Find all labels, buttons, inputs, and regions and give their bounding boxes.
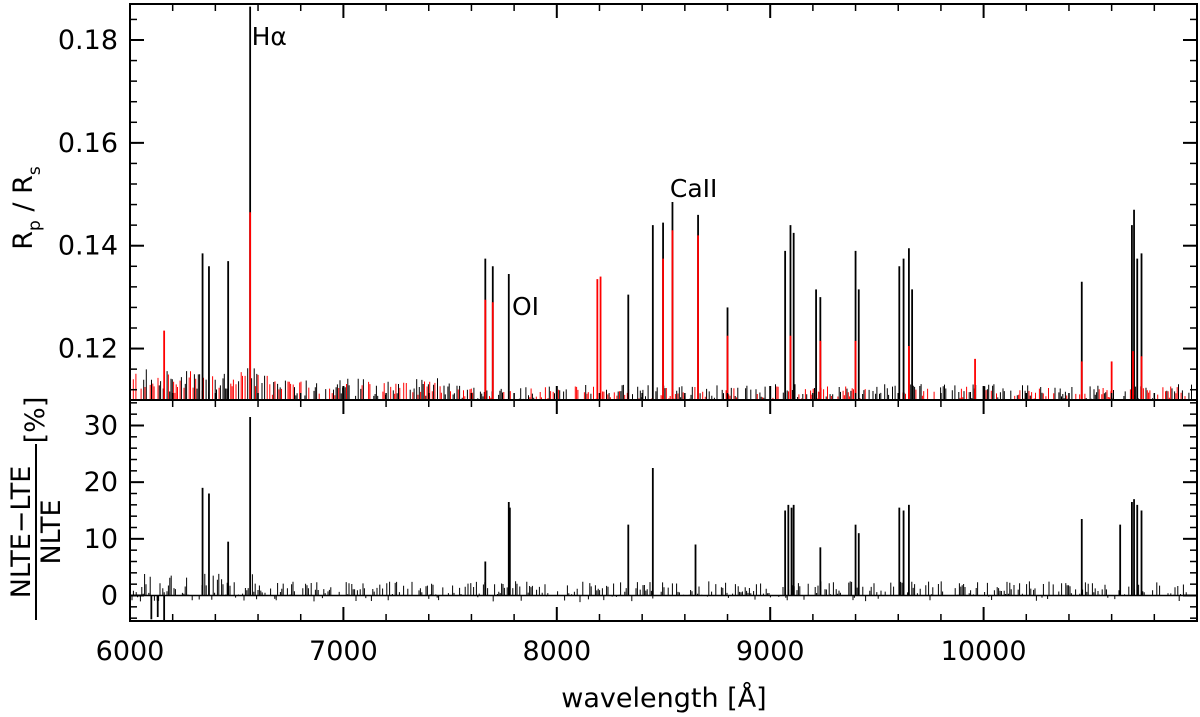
y-tick-label: 0.16 bbox=[58, 128, 118, 159]
x-tick-label: 7000 bbox=[309, 636, 378, 667]
y-tick-label: 0.12 bbox=[58, 334, 118, 365]
bottom-panel-axes: 0 10 20 30 6000 7000 8000 9000 10000 bbox=[84, 399, 1198, 667]
y-tick-label: 0 bbox=[101, 581, 118, 612]
bottom-panel-noise bbox=[130, 573, 1197, 603]
top-panel: 0.12 0.14 0.16 0.18 Hα CaII OI bbox=[58, 3, 1198, 401]
bottom-plot-frame bbox=[129, 399, 1198, 622]
x-axis-title: wavelength [Å] bbox=[561, 682, 766, 714]
line-label: CaII bbox=[670, 174, 718, 203]
bottom-panel: 0 10 20 30 6000 7000 8000 9000 10000 bbox=[84, 399, 1198, 667]
y-tick-label: 10 bbox=[84, 524, 118, 555]
line-label: OI bbox=[512, 292, 539, 321]
top-y-axis-title: Rp / Rs bbox=[8, 166, 45, 250]
x-tick-label: 6000 bbox=[96, 636, 165, 667]
top-panel-annotations: Hα CaII OI bbox=[252, 22, 718, 321]
bottom-y-axis-title: NLTE−LTE NLTE [%] bbox=[6, 397, 67, 620]
bottom-panel-lines bbox=[150, 417, 1143, 621]
y-title-denominator: NLTE bbox=[36, 499, 67, 564]
top-panel-lines bbox=[163, 6, 1143, 400]
line-label: Hα bbox=[252, 22, 287, 51]
top-panel-axes: 0.12 0.14 0.16 0.18 bbox=[58, 3, 1198, 401]
y-tick-label: 30 bbox=[84, 411, 118, 442]
x-tick-label: 10000 bbox=[941, 636, 1027, 667]
y-title-numerator: NLTE−LTE bbox=[6, 466, 37, 599]
x-tick-label: 9000 bbox=[736, 636, 805, 667]
bottom-background-residuals bbox=[131, 573, 1196, 603]
y-tick-label: 0.18 bbox=[58, 25, 118, 56]
y-title-unit: [%] bbox=[20, 397, 51, 444]
y-tick-label: 20 bbox=[84, 467, 118, 498]
x-tick-label: 8000 bbox=[522, 636, 591, 667]
y-tick-label: 0.14 bbox=[58, 231, 118, 262]
